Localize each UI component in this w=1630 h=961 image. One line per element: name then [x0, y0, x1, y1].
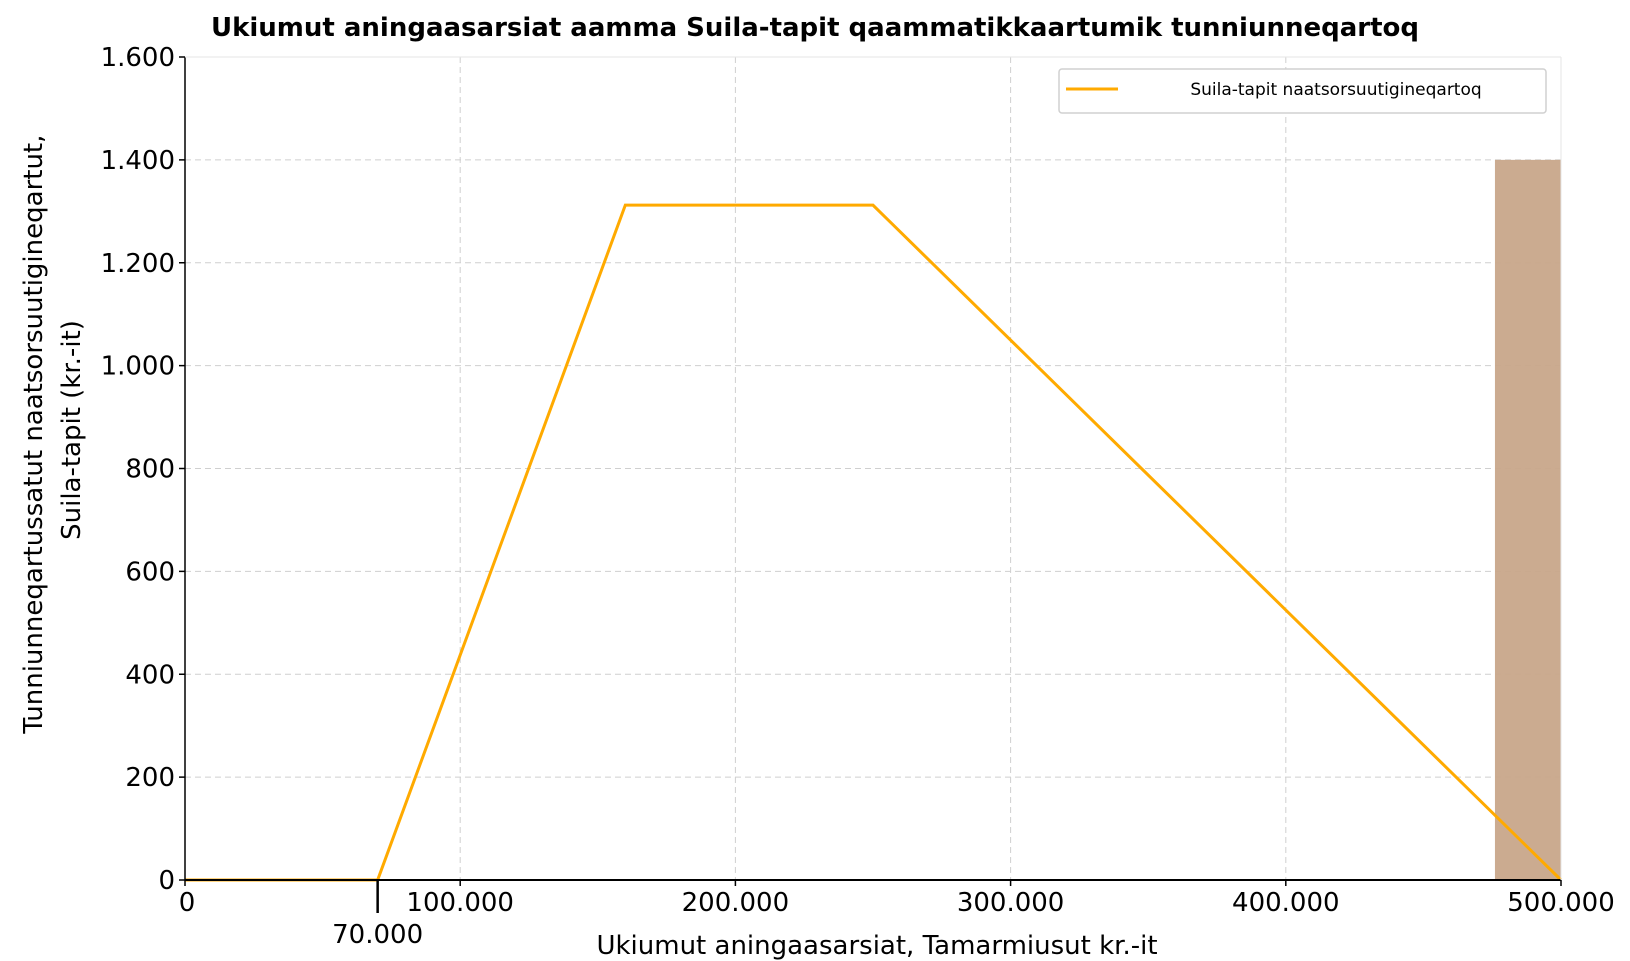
y-tick-label: 0 — [158, 866, 175, 896]
legend-label: Suila-tapit naatsorsuutigineqartoq — [1190, 80, 1481, 100]
y-tick-label: 1.200 — [101, 249, 175, 279]
shaded-bar — [1494, 159, 1561, 880]
axes — [184, 56, 1562, 881]
x-tick-label: 500.000 — [1507, 888, 1615, 918]
x-axis-label: Ukiumut aningaasarsiat, Tamarmiusut kr.-… — [596, 931, 1157, 961]
y-ticks: 0 200 400 600 800 1.000 1.200 1.400 1.600 — [101, 43, 185, 896]
y-axis-label-line-2: Suila-tapit (kr.-it) — [57, 320, 87, 540]
x-tick-label: 200.000 — [682, 888, 790, 918]
legend-box — [1058, 68, 1547, 114]
x-tick-label: 400.000 — [1232, 888, 1340, 918]
y-tick-label: 800 — [125, 455, 175, 485]
marker-label: 70.000 — [332, 920, 423, 950]
y-tick-label: 600 — [125, 557, 175, 587]
series-line — [185, 203, 1563, 882]
y-tick-label: 200 — [125, 763, 175, 793]
grid-lines — [185, 56, 1562, 880]
series-lines — [185, 203, 1563, 882]
y-tick-label: 1.600 — [101, 43, 175, 73]
x-tick-label: 100.000 — [406, 888, 514, 918]
x-ticks: 0 100.000 200.000 300.000 400.000 500.000 — [179, 880, 1615, 918]
chart-title: Ukiumut aningaasarsiat aamma Suila-tapit… — [211, 13, 1419, 43]
y-tick-label: 1.400 — [101, 146, 175, 176]
x-tick-label: 0 — [179, 888, 196, 918]
y-tick-label: 400 — [125, 660, 175, 690]
annotations: 70.000 — [332, 880, 423, 950]
x-tick-label: 300.000 — [957, 888, 1065, 918]
legend: Suila-tapit naatsorsuutigineqartoq — [1058, 68, 1547, 114]
y-tick-label: 1.000 — [101, 352, 175, 382]
y-axis-label: Tunniunneqartussatut naatsorsuutigineqar… — [19, 126, 87, 734]
y-axis-label-line-1: Tunniunneqartussatut naatsorsuutigineqar… — [19, 135, 49, 735]
shaded-bar-group — [1494, 159, 1561, 880]
